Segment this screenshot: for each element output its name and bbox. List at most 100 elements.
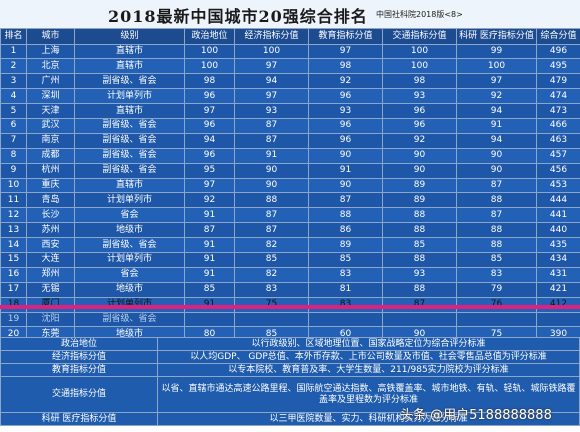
education-cell: 87 <box>308 192 383 209</box>
table-row: 17 无锡 地级市 85 83 81 88 79 421 <box>0 281 580 298</box>
rank-cell: 16 <box>0 266 27 283</box>
rank-cell: 1 <box>0 43 27 60</box>
city-cell: 杭州 <box>26 162 75 179</box>
research-medical-cell: 88 <box>456 222 537 239</box>
politics-cell: 96 <box>184 117 235 134</box>
criteria-label: 教育指标分值 <box>0 363 158 377</box>
education-cell: 91 <box>308 162 383 179</box>
economy-cell: 87 <box>234 117 309 134</box>
total-cell <box>536 311 580 328</box>
education-cell: 86 <box>308 222 383 239</box>
economy-cell: 93 <box>234 103 309 119</box>
city-cell: 无锡 <box>26 281 75 298</box>
level-cell: 直辖市 <box>74 58 185 75</box>
politics-cell: 97 <box>184 177 235 194</box>
table-row: 13 苏州 地级市 87 87 86 88 88 440 <box>0 222 580 239</box>
city-cell: 上海 <box>26 43 75 60</box>
city-cell: 沈阳 <box>26 311 75 328</box>
research-medical-cell: 79 <box>456 281 537 298</box>
col-header-transport: 交通指标分值 <box>382 28 457 45</box>
transport-cell: 92 <box>382 132 457 149</box>
criteria-label: 交通指标分值 <box>0 376 158 413</box>
education-cell: 96 <box>308 117 383 134</box>
col-header-total: 综合分值 <box>536 28 580 45</box>
table-row: 4 深圳 计划单列市 96 97 96 93 92 474 <box>0 88 580 105</box>
education-cell: 96 <box>308 88 383 105</box>
total-cell: 444 <box>536 192 580 209</box>
city-cell: 南京 <box>26 132 75 149</box>
transport-cell: 96 <box>382 103 457 119</box>
criteria-label: 科研 医疗指标分值 <box>0 412 158 426</box>
transport-cell: 90 <box>382 162 457 179</box>
transport-cell: 88 <box>382 207 457 224</box>
politics-cell: 94 <box>184 132 235 149</box>
transport-cell: 100 <box>382 58 457 75</box>
rank-cell: 19 <box>0 311 27 328</box>
city-cell: 长沙 <box>26 207 75 224</box>
table-row: 19 沈阳 副省级、省会 <box>0 311 580 328</box>
total-cell: 441 <box>536 207 580 224</box>
city-cell: 北京 <box>26 58 75 75</box>
level-cell: 地级市 <box>74 222 185 239</box>
watermark: 头条 @用户5188888888 <box>400 408 552 423</box>
criteria-row: 教育指标分值 以专本院校、教育普及率、大学生数量、211/985实力院校为评分标… <box>0 363 580 377</box>
rank-cell: 14 <box>0 237 27 253</box>
page-subtitle: 中国社科院2018版<8> <box>376 10 463 19</box>
research-medical-cell: 85 <box>456 251 537 268</box>
rank-cell: 11 <box>0 192 27 209</box>
economy-cell: 85 <box>234 251 309 268</box>
criteria-table: 政治地位 以行政级别、区域地理位置、国家战略定位为综合评分标准 经济指标分值 以… <box>0 337 580 426</box>
economy-cell <box>234 311 309 328</box>
rank-cell: 15 <box>0 251 27 268</box>
total-cell: 456 <box>536 162 580 179</box>
level-cell: 副省级、省会 <box>74 311 185 328</box>
level-cell: 直辖市 <box>74 43 185 60</box>
col-header-level: 级别 <box>74 28 185 45</box>
politics-cell: 95 <box>184 162 235 179</box>
economy-cell: 97 <box>234 58 309 75</box>
city-cell: 郑州 <box>26 266 75 283</box>
education-cell: 92 <box>308 73 383 90</box>
education-cell: 90 <box>308 147 383 164</box>
education-cell: 98 <box>308 58 383 75</box>
total-cell: 421 <box>536 281 580 298</box>
research-medical-cell: 94 <box>456 132 537 149</box>
level-cell: 副省级、省会 <box>74 162 185 179</box>
level-cell: 副省级、省会 <box>74 73 185 90</box>
research-medical-cell: 87 <box>456 207 537 224</box>
transport-cell: 98 <box>382 73 457 90</box>
total-cell: 496 <box>536 43 580 60</box>
education-cell: 93 <box>308 103 383 119</box>
transport-cell: 88 <box>382 281 457 298</box>
transport-cell: 89 <box>382 192 457 209</box>
page-title: 2018最新中国城市20强综合排名 <box>108 7 368 26</box>
rank-cell: 10 <box>0 177 27 194</box>
table-row: 6 武汉 副省级、省会 96 87 96 96 91 466 <box>0 117 580 134</box>
politics-cell: 91 <box>184 237 235 253</box>
table-row: 8 成都 副省级、省会 96 91 90 90 90 457 <box>0 147 580 164</box>
economy-cell: 83 <box>234 281 309 298</box>
economy-cell: 87 <box>234 222 309 239</box>
total-cell: 474 <box>536 88 580 105</box>
criteria-row: 科研 医疗指标分值 以三甲医院数量、实力、科研机构实力为评分标准 <box>0 412 580 426</box>
criteria-text: 以三甲医院数量、实力、科研机构实力为评分标准 <box>157 412 580 426</box>
total-cell: 440 <box>536 222 580 239</box>
politics-cell: 92 <box>184 192 235 209</box>
level-cell: 直辖市 <box>74 177 185 194</box>
table-row: 1 上海 直辖市 100 100 97 100 99 496 <box>0 43 580 60</box>
rank-cell: 13 <box>0 222 27 239</box>
total-cell: 473 <box>536 103 580 119</box>
research-medical-cell: 90 <box>456 162 537 179</box>
economy-cell: 100 <box>234 43 309 60</box>
total-cell: 479 <box>536 73 580 90</box>
level-cell: 省会 <box>74 266 185 283</box>
total-cell: 435 <box>536 237 580 253</box>
table-row: 5 天津 直辖市 97 93 93 96 94 473 <box>0 103 580 119</box>
transport-cell: 93 <box>382 88 457 105</box>
level-cell: 副省级、省会 <box>74 147 185 164</box>
city-cell: 西安 <box>26 237 75 253</box>
transport-cell <box>382 311 457 328</box>
research-medical-cell: 100 <box>456 58 537 75</box>
education-cell: 83 <box>308 266 383 283</box>
city-cell: 重庆 <box>26 177 75 194</box>
